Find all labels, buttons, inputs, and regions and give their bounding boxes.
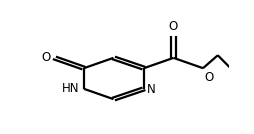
Text: O: O <box>169 20 178 33</box>
Text: O: O <box>204 71 214 84</box>
Text: O: O <box>42 51 51 64</box>
Text: N: N <box>147 83 156 96</box>
Text: HN: HN <box>62 82 80 95</box>
